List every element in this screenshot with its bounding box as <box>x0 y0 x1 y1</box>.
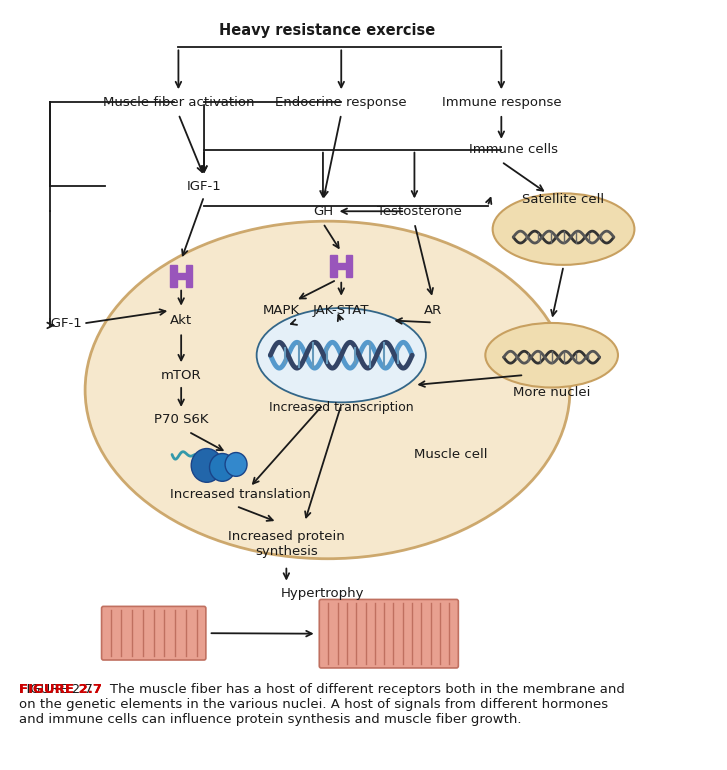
Text: Increased translation: Increased translation <box>170 487 311 501</box>
Text: mTOR: mTOR <box>161 369 201 382</box>
Ellipse shape <box>486 323 618 387</box>
Text: More nuclei: More nuclei <box>513 387 590 400</box>
Ellipse shape <box>257 308 426 403</box>
Bar <box>346 255 352 276</box>
Bar <box>177 273 185 279</box>
Text: Testosterone: Testosterone <box>377 205 462 218</box>
Text: IGF-1: IGF-1 <box>187 180 222 193</box>
Circle shape <box>191 449 222 482</box>
Ellipse shape <box>493 193 635 265</box>
Text: Muscle cell: Muscle cell <box>414 448 488 461</box>
Text: Endocrine response: Endocrine response <box>276 95 407 109</box>
Text: FIGURE 2.7: FIGURE 2.7 <box>19 683 103 696</box>
Circle shape <box>225 453 247 477</box>
Ellipse shape <box>85 221 570 559</box>
Text: Muscle fiber activation: Muscle fiber activation <box>103 95 254 109</box>
Text: Increased transcription: Increased transcription <box>269 401 414 414</box>
Bar <box>185 265 192 286</box>
Text: AR: AR <box>424 304 442 317</box>
Text: Increased protein
synthesis: Increased protein synthesis <box>228 530 345 557</box>
Text: Satellite cell: Satellite cell <box>523 192 605 206</box>
Text: MAPK: MAPK <box>263 304 300 317</box>
Bar <box>170 265 177 286</box>
Text: Immune response: Immune response <box>441 95 561 109</box>
Text: P70 S6K: P70 S6K <box>154 413 209 427</box>
Text: FIGURE 2.7: FIGURE 2.7 <box>19 683 103 696</box>
Text: Hypertrophy: Hypertrophy <box>281 587 365 600</box>
Circle shape <box>209 454 235 481</box>
Text: IGF-1: IGF-1 <box>47 317 82 330</box>
Bar <box>337 263 346 269</box>
FancyBboxPatch shape <box>319 599 458 668</box>
Bar <box>330 255 337 276</box>
Text: Heavy resistance exercise: Heavy resistance exercise <box>220 23 435 38</box>
Text: Immune cells: Immune cells <box>470 143 558 156</box>
Text: FIGURE 2.7    The muscle fiber has a host of different receptors both in the mem: FIGURE 2.7 The muscle fiber has a host o… <box>19 683 625 726</box>
FancyBboxPatch shape <box>102 607 206 660</box>
Text: GH: GH <box>313 205 333 218</box>
Text: JAK-STAT: JAK-STAT <box>313 304 369 317</box>
Text: Akt: Akt <box>170 314 192 327</box>
